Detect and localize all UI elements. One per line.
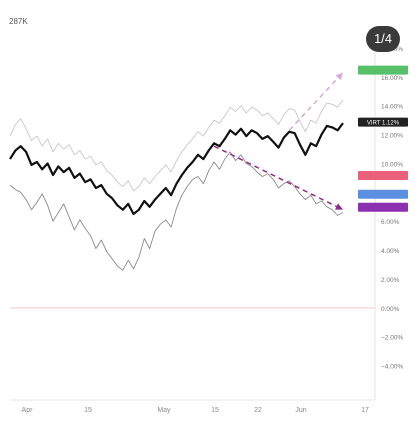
x-tick-label: 17 bbox=[361, 407, 369, 414]
y-tick-label: 2.00% bbox=[381, 277, 400, 284]
y-tick-label: −4.00% bbox=[381, 364, 403, 371]
projection-arrowhead-2 bbox=[335, 203, 343, 210]
y-tick-label: 6.00% bbox=[381, 219, 400, 226]
value-tag-3 bbox=[358, 171, 408, 181]
y-tick-label: 14.00% bbox=[381, 104, 403, 111]
x-tick-label: May bbox=[157, 407, 171, 414]
projection-line-1 bbox=[288, 72, 344, 131]
series-line-upper-band bbox=[9, 99, 344, 192]
x-tick-label: Apr bbox=[22, 407, 34, 414]
y-tick-label: 12.00% bbox=[381, 133, 403, 140]
x-tick-label: 15 bbox=[211, 407, 219, 414]
y-tick-label: −2.00% bbox=[381, 335, 403, 342]
y-tick-label: 10.00% bbox=[381, 161, 403, 168]
volume-label: 287K bbox=[9, 17, 28, 26]
projection-line-2 bbox=[213, 145, 344, 211]
series-line-main bbox=[9, 122, 344, 216]
value-tag-2 bbox=[358, 117, 408, 127]
value-tag-text: VIRT 1.12% bbox=[367, 121, 400, 127]
page-counter-badge[interactable]: 1/4 bbox=[366, 26, 400, 52]
y-tick-label: 0.00% bbox=[381, 306, 400, 313]
value-tag-5 bbox=[358, 202, 408, 212]
x-tick-label: 15 bbox=[84, 407, 92, 414]
y-tick-label: 16.00% bbox=[381, 75, 403, 82]
y-tick-label: 4.00% bbox=[381, 248, 400, 255]
x-tick-label: Jun bbox=[295, 407, 306, 414]
value-tag-1 bbox=[358, 65, 408, 75]
value-tag-4 bbox=[358, 189, 408, 199]
projection-arrowhead-1 bbox=[335, 72, 343, 81]
x-tick-label: 22 bbox=[254, 407, 262, 414]
